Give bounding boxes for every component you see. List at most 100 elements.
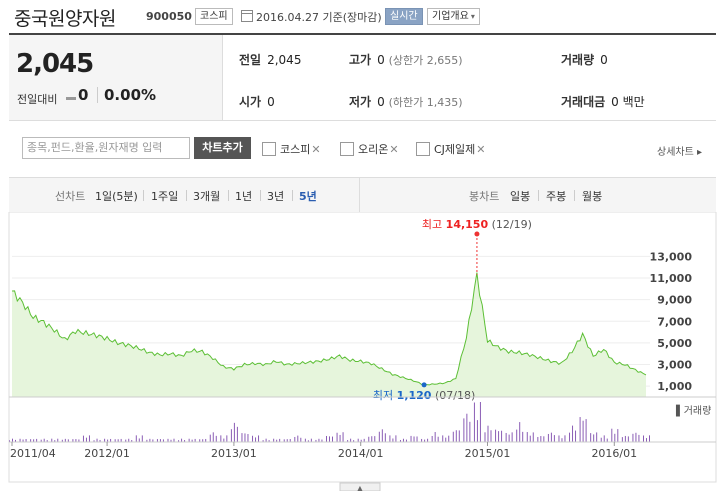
volume-bar bbox=[273, 438, 275, 442]
volume-bar bbox=[466, 413, 468, 442]
volume-bar bbox=[624, 435, 626, 442]
volume-bar bbox=[184, 440, 186, 442]
change-percent: 0.00% bbox=[104, 86, 157, 104]
period-5year[interactable]: 5년 bbox=[299, 190, 317, 203]
low-dot bbox=[421, 382, 427, 388]
volume-bar bbox=[342, 432, 344, 442]
compare-checkbox-orion[interactable] bbox=[340, 142, 354, 156]
volume-bar bbox=[603, 435, 605, 442]
volume-bar bbox=[149, 438, 151, 442]
volume-bar bbox=[258, 435, 260, 442]
price-line bbox=[11, 272, 647, 386]
volume-bar bbox=[600, 437, 602, 442]
volume-bar bbox=[360, 439, 362, 442]
volume-bar bbox=[519, 422, 521, 442]
volume-bar bbox=[114, 439, 116, 442]
volume-bar bbox=[543, 436, 545, 442]
chart-compare-bar: 종목,펀드,환율,원자재명 입력 차트추가 코스피✕ 오리온✕ CJ제일제✕ 상… bbox=[9, 119, 716, 178]
candle-chart-label: 봉차트 bbox=[469, 190, 500, 203]
divider bbox=[538, 190, 539, 201]
period-selector: 선차트 1일(5분) 1주일 3개월 1년 3년 5년 봉차트 일봉 주봉 월봉 bbox=[9, 178, 716, 213]
volume-bar bbox=[75, 439, 77, 442]
close-icon[interactable]: ✕ bbox=[311, 143, 321, 156]
volume-bar bbox=[526, 432, 528, 442]
change-label: 전일대비 bbox=[17, 93, 58, 106]
volume-bar bbox=[537, 436, 539, 442]
quote-summary: 2,045 전일대비 0 0.00% 전일 2,045 고가 0 (상한가 2,65… bbox=[9, 33, 716, 121]
period-1day[interactable]: 1일(5분) bbox=[95, 190, 138, 203]
no-change-icon bbox=[66, 97, 76, 100]
volume-bar bbox=[593, 434, 595, 442]
volume-bar bbox=[226, 435, 228, 442]
volume-bar bbox=[178, 440, 180, 442]
volume-bar bbox=[247, 434, 249, 442]
volume-bar bbox=[590, 433, 592, 442]
candle-daily[interactable]: 일봉 bbox=[510, 190, 531, 203]
volume-bar bbox=[57, 438, 59, 442]
change-value: 0 bbox=[78, 86, 89, 104]
volume-bar bbox=[368, 436, 370, 442]
volume-bar bbox=[294, 436, 296, 442]
period-1year[interactable]: 1년 bbox=[235, 190, 253, 203]
volume-bar bbox=[635, 432, 637, 442]
current-price: 2,045 bbox=[16, 49, 94, 79]
volume-bar bbox=[82, 435, 84, 442]
volume-bar bbox=[389, 435, 391, 442]
candle-monthly[interactable]: 월봉 bbox=[582, 190, 603, 203]
chevron-up-icon[interactable]: ▲ bbox=[357, 484, 364, 491]
volume-bar bbox=[146, 439, 148, 442]
volume-bar bbox=[304, 438, 306, 442]
company-info-button[interactable]: 기업개요 ▾ bbox=[427, 8, 480, 25]
volume-bar bbox=[128, 438, 130, 442]
volume-bar bbox=[205, 438, 207, 442]
period-1week[interactable]: 1주일 bbox=[151, 190, 179, 203]
volume-bar bbox=[188, 438, 190, 442]
volume-bar bbox=[410, 435, 412, 442]
volume-bar bbox=[202, 439, 204, 442]
volume-bar bbox=[194, 438, 196, 442]
close-icon[interactable]: ✕ bbox=[476, 143, 486, 156]
volume-bar bbox=[199, 439, 201, 442]
volume-bar bbox=[43, 438, 45, 442]
volume-bar bbox=[61, 439, 63, 442]
volume-bar bbox=[498, 431, 500, 442]
volume-bar bbox=[315, 439, 317, 442]
volume-bar bbox=[424, 439, 426, 442]
market-badge: 코스피 bbox=[195, 8, 233, 25]
quote-cell-volume: 거래량 0 bbox=[561, 53, 608, 67]
period-3month[interactable]: 3개월 bbox=[193, 190, 221, 203]
volume-bar bbox=[416, 436, 418, 442]
volume-bar bbox=[395, 435, 397, 442]
chart-resize-handle[interactable] bbox=[339, 482, 381, 491]
detail-chart-link[interactable]: 상세차트 ▸ bbox=[657, 147, 702, 158]
compare-checkbox-cj[interactable] bbox=[416, 142, 430, 156]
y-tick-label: 7,000 bbox=[657, 315, 692, 328]
volume-bar bbox=[558, 435, 560, 442]
volume-bar bbox=[283, 439, 285, 442]
volume-bar bbox=[508, 434, 510, 442]
volume-bar bbox=[532, 432, 534, 442]
search-input[interactable]: 종목,펀드,환율,원자재명 입력 bbox=[22, 137, 190, 159]
period-3year[interactable]: 3년 bbox=[267, 190, 285, 203]
price-area bbox=[12, 272, 646, 397]
volume-bar bbox=[339, 434, 341, 442]
volume-bar bbox=[19, 438, 21, 442]
close-icon[interactable]: ✕ bbox=[389, 143, 399, 156]
volume-bar bbox=[490, 430, 492, 442]
volume-bar bbox=[553, 435, 555, 442]
volume-bar bbox=[614, 433, 616, 442]
compare-checkbox-kospi[interactable] bbox=[262, 142, 276, 156]
volume-bar bbox=[596, 432, 598, 442]
volume-bar bbox=[46, 440, 48, 442]
stock-name: 중국원양자원 bbox=[14, 8, 116, 30]
volume-bar bbox=[51, 438, 53, 442]
volume-bar bbox=[405, 439, 407, 442]
volume-bar bbox=[276, 439, 278, 442]
realtime-button[interactable]: 실시간 bbox=[385, 8, 423, 25]
candle-weekly[interactable]: 주봉 bbox=[546, 190, 567, 203]
volume-bar bbox=[12, 438, 13, 442]
quote-cell-low: 저가 0 (하한가 1,435) bbox=[349, 95, 463, 109]
add-chart-button[interactable]: 차트추가 bbox=[194, 137, 251, 159]
volume-bar bbox=[427, 438, 429, 442]
low-label: 최저 1,120 (07/18) bbox=[373, 389, 475, 402]
